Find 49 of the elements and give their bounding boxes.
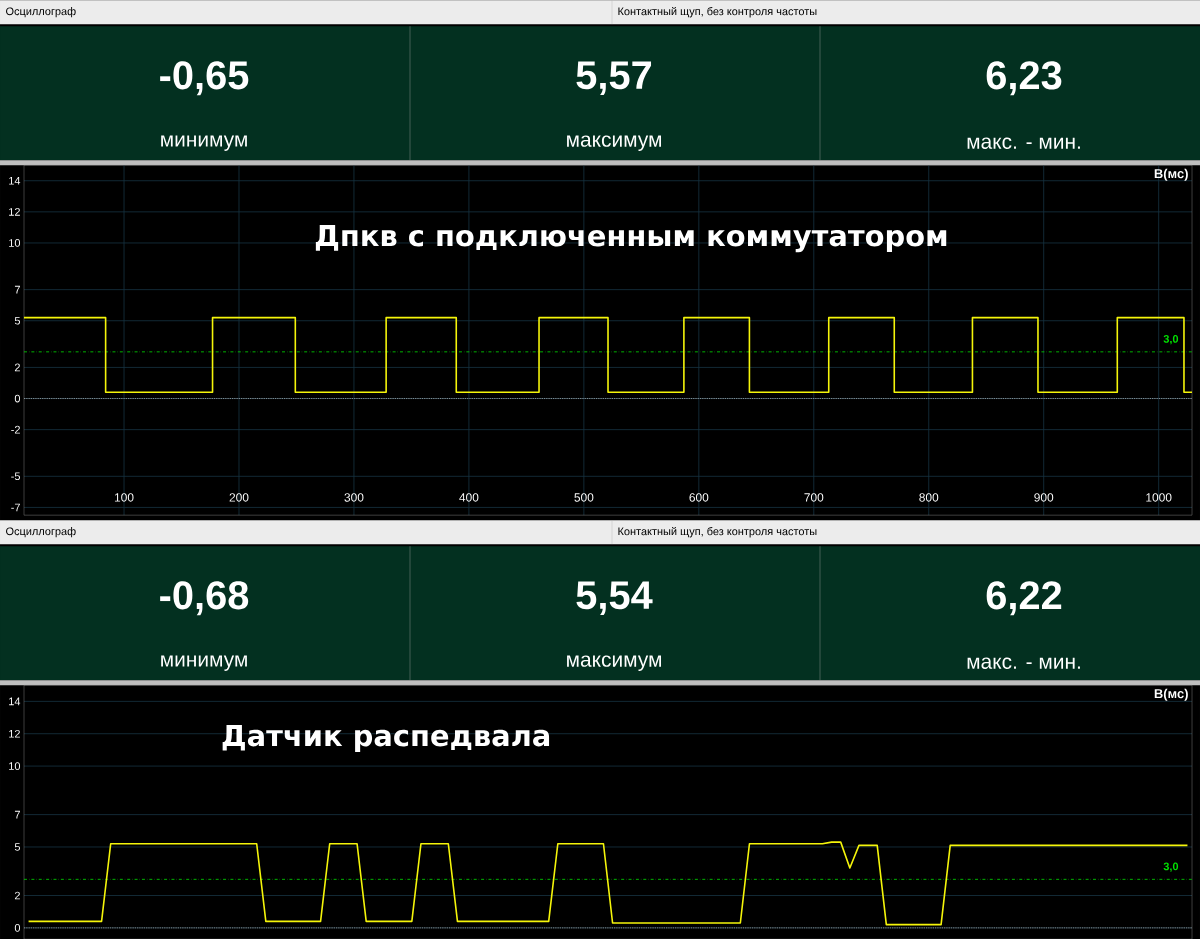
y-tick-label: 14 xyxy=(9,697,21,705)
text: Контактный щуп, без контроля частоты xyxy=(618,6,817,18)
text: максимум xyxy=(567,135,661,151)
x-tick-label: 200 xyxy=(229,493,249,502)
x-tick-label: 1000 xyxy=(1146,493,1172,502)
text: Осциллограф xyxy=(6,526,76,538)
y-tick-label: 5 xyxy=(14,842,21,851)
text: минимум xyxy=(161,655,247,671)
text: 5,57 xyxy=(576,61,652,95)
y-tick-label: -5 xyxy=(11,472,21,480)
x-tick-label: 100 xyxy=(114,493,134,502)
text: 6,23 xyxy=(986,61,1062,95)
y-tick-label: -7 xyxy=(11,503,20,511)
y-tick-label: 0 xyxy=(14,923,21,932)
y-tick-label: 5 xyxy=(14,316,21,325)
text: 6,22 xyxy=(986,581,1062,615)
text: 5,54 xyxy=(576,581,653,615)
y-tick-label: 14 xyxy=(9,176,21,185)
x-tick-label: 700 xyxy=(804,493,824,502)
ref-line-label: 3,0 xyxy=(1163,334,1179,345)
y-tick-label: 12 xyxy=(9,207,20,216)
text: Дпкв с подключенным коммутатором xyxy=(315,224,947,253)
y-tick-label: 2 xyxy=(14,363,20,372)
y-axis-title: В(мс) xyxy=(1154,688,1188,701)
x-tick-label: 900 xyxy=(1034,493,1054,502)
x-tick-label: 500 xyxy=(574,493,594,502)
y-tick-label: 0 xyxy=(14,394,21,403)
y-tick-label: 10 xyxy=(9,762,21,770)
text: -0,68 xyxy=(160,581,249,615)
text: -0,65 xyxy=(160,61,249,95)
text: Контактный щуп, без контроля частоты xyxy=(618,526,817,538)
y-tick-label: 7 xyxy=(14,285,20,294)
x-tick-label: 600 xyxy=(689,493,709,502)
y-tick-label: 2 xyxy=(14,891,20,900)
text: Датчик распедвала xyxy=(222,724,550,752)
x-tick-label: 800 xyxy=(919,493,939,502)
y-tick-label: -2 xyxy=(11,425,20,434)
text: максимум xyxy=(567,655,661,671)
text: Осциллограф xyxy=(6,6,76,18)
y-tick-label: 7 xyxy=(14,810,20,819)
y-axis-title: В(мс) xyxy=(1154,168,1188,181)
text: минимум xyxy=(161,135,247,151)
x-tick-label: 300 xyxy=(344,493,364,502)
ref-line-label: 3,0 xyxy=(1163,862,1179,872)
text: макс. - мин. xyxy=(967,137,1080,149)
y-tick-label: 10 xyxy=(9,238,21,247)
y-tick-label: 12 xyxy=(9,729,20,738)
text: макс. - мин. xyxy=(967,657,1080,669)
x-tick-label: 400 xyxy=(459,493,479,502)
